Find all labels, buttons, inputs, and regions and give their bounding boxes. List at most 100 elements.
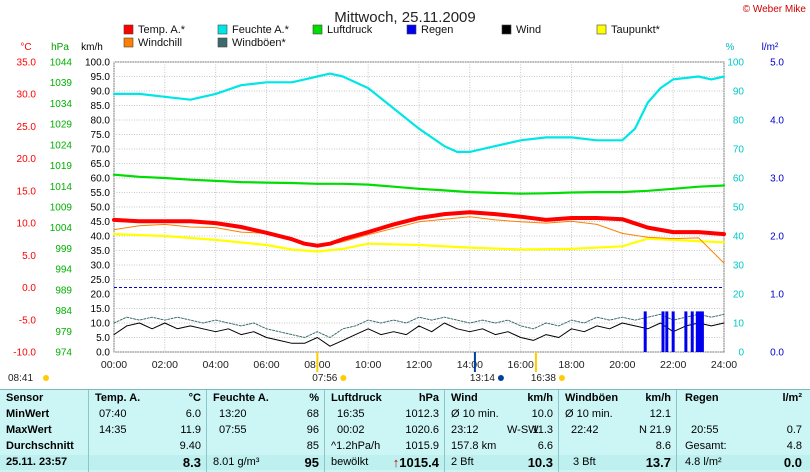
legend-swatch bbox=[406, 24, 417, 35]
humidity-max-time: 07:55 bbox=[219, 424, 247, 436]
wind-tick-label: 30.0 bbox=[91, 261, 111, 272]
marker-dot bbox=[43, 375, 49, 381]
pressure-tick-label: 1034 bbox=[50, 99, 73, 110]
pressure-tick-label: 1029 bbox=[50, 120, 73, 131]
legend-swatch bbox=[312, 24, 323, 35]
pressure-tick-label: 1009 bbox=[50, 203, 73, 214]
gust-current-value: 13.7 bbox=[645, 455, 671, 470]
axis-unit-label: % bbox=[726, 42, 735, 53]
rain-current-value: 0.0 bbox=[783, 455, 802, 470]
rain-tick-label: 1.0 bbox=[770, 290, 784, 301]
wind-avg10-value: 10.0 bbox=[531, 408, 553, 420]
wind-avg-period: Ø 10 min. bbox=[451, 408, 499, 420]
rain-today: 4.8 l/m² bbox=[685, 456, 722, 468]
rain-tick-label: 0.0 bbox=[770, 348, 784, 359]
gust-avg10-value: 12.1 bbox=[649, 408, 671, 420]
humidity-tick-label: 10 bbox=[733, 319, 745, 330]
gust-beaufort: 3 Bft bbox=[573, 456, 596, 468]
pressure-tick-label: 1019 bbox=[50, 161, 73, 172]
rain-total-value: 4.8 bbox=[786, 440, 802, 452]
legend-swatch bbox=[123, 24, 134, 35]
wind-tick-label: 70.0 bbox=[91, 145, 111, 156]
x-tick-label: 06:00 bbox=[253, 359, 279, 371]
rain-tick-label: 4.0 bbox=[770, 116, 784, 127]
humidity-column: Feuchte A.% 13:20 68 07:55 96 85 8.01 g/m³… bbox=[206, 390, 325, 472]
legend-swatch bbox=[501, 24, 512, 35]
axis-unit-label: hPa bbox=[51, 42, 69, 53]
avg-label: Durchschnitt bbox=[6, 440, 74, 452]
rain-tick-label: 2.0 bbox=[770, 232, 784, 243]
chart-grid bbox=[113, 61, 725, 353]
humidity-tick-label: 0 bbox=[738, 348, 744, 359]
pressure-trend-arrow: ↑ bbox=[392, 455, 400, 470]
wind-column: Wind km/h Ø 10 min. 10.0 23:12 W-SW 11.3 157… bbox=[444, 390, 559, 472]
temp-min-time: 07:40 bbox=[99, 408, 127, 420]
gust-column: Windböen km/h Ø 10 min. 12.1 22:42 N 21.9 8.… bbox=[558, 390, 677, 472]
wind-tick-label: 35.0 bbox=[91, 246, 111, 257]
legend-swatch bbox=[217, 37, 228, 48]
x-tick-label: 20:00 bbox=[609, 359, 635, 371]
pressure-header: Luftdruck bbox=[331, 392, 382, 404]
legend-label: Wind bbox=[516, 24, 541, 36]
humidity-tick-label: 80 bbox=[733, 116, 745, 127]
x-tick-label: 22:00 bbox=[660, 359, 686, 371]
rain-max-value: 0.7 bbox=[786, 424, 802, 436]
pressure-tick-label: 989 bbox=[55, 285, 72, 296]
pressure-tick-label: 974 bbox=[55, 348, 72, 359]
wind-tick-label: 25.0 bbox=[91, 275, 111, 286]
rain-column: Regen l/m² 20:55 0.7 Gesamt: 4.8 4.8 l/m² 0.… bbox=[676, 390, 810, 472]
gust-header: Windböen bbox=[565, 392, 619, 404]
pressure-tick-label: 1024 bbox=[50, 140, 73, 151]
temp-min-value: 6.0 bbox=[185, 408, 201, 420]
humidity-current-value: 95 bbox=[304, 455, 319, 470]
axis-unit-label: °C bbox=[20, 42, 31, 53]
wind-run: 157.8 km bbox=[451, 440, 497, 452]
wind-tick-label: 85.0 bbox=[91, 101, 111, 112]
series-line-feuchte-a bbox=[112, 72, 726, 153]
pressure-tick-label: 1039 bbox=[50, 78, 73, 89]
wind-tick-label: 55.0 bbox=[91, 188, 111, 199]
series-line-temp-a bbox=[112, 210, 726, 248]
pressure-current-value: 1015.4 bbox=[399, 455, 439, 470]
legend-label: Windchill bbox=[138, 37, 182, 49]
wind-tick-label: 60.0 bbox=[91, 174, 111, 185]
marker-label: 13:14 bbox=[470, 373, 495, 384]
humidity-tick-label: 40 bbox=[733, 232, 745, 243]
wind-tick-label: 10.0 bbox=[91, 319, 111, 330]
series-line-windb-en bbox=[113, 313, 725, 338]
marker-label: 08:41 bbox=[8, 373, 33, 384]
humidity-tick-label: 30 bbox=[733, 261, 745, 272]
temp-current-value: 8.3 bbox=[182, 455, 201, 470]
wind-tick-label: 75.0 bbox=[91, 130, 111, 141]
pressure-min-time: 16:35 bbox=[337, 408, 365, 420]
series-line-taupunkt bbox=[112, 233, 726, 253]
marker-dot bbox=[497, 375, 504, 381]
humidity-tick-label: 100 bbox=[727, 58, 744, 69]
temp-tick-label: 20.0 bbox=[17, 154, 37, 165]
wind-tick-label: 50.0 bbox=[91, 203, 111, 214]
temp-tick-label: 0.0 bbox=[22, 283, 36, 294]
wind-max-direction: W-SW bbox=[507, 424, 539, 436]
rain-bar bbox=[700, 311, 704, 352]
humidity-tick-label: 90 bbox=[733, 87, 745, 98]
temp-tick-label: 30.0 bbox=[17, 90, 37, 101]
chart-legend: Temp. A.* Feuchte A.* Luftdruck Regen Wind Ta… bbox=[123, 24, 661, 49]
x-tick-label: 12:00 bbox=[406, 359, 432, 371]
chart-plot-area bbox=[112, 72, 726, 352]
humidity-max-value: 96 bbox=[306, 424, 319, 436]
marker-dot bbox=[340, 375, 347, 381]
wind-header: Wind bbox=[451, 392, 478, 404]
humidity-header: Feuchte A. bbox=[213, 392, 269, 404]
pressure-tick-label: 1004 bbox=[50, 223, 73, 234]
axis-unit-label: l/m² bbox=[762, 42, 779, 53]
humidity-tick-label: 70 bbox=[733, 145, 745, 156]
temp-tick-label: 35.0 bbox=[17, 58, 37, 69]
temp-tick-label: -5.0 bbox=[19, 315, 37, 326]
rain-unit: l/m² bbox=[782, 392, 802, 404]
humidity-tick-label: 50 bbox=[733, 203, 745, 214]
wind-max-time: 23:12 bbox=[451, 424, 479, 436]
rain-bar bbox=[671, 311, 675, 352]
pressure-max-value: 1020.6 bbox=[405, 424, 439, 436]
rain-tick-label: 5.0 bbox=[770, 58, 784, 69]
wind-max-value: 11.3 bbox=[532, 424, 553, 436]
